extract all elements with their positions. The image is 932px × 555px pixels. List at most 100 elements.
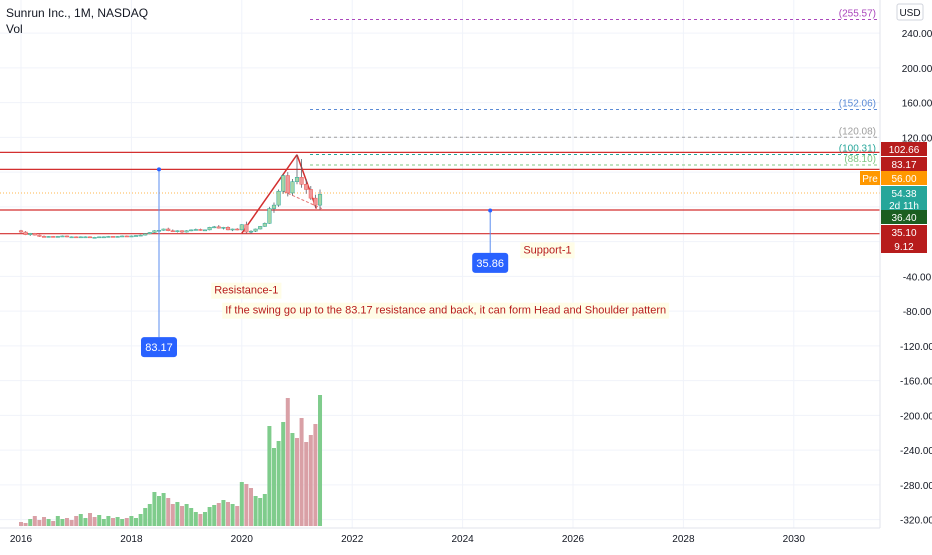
volume-bar: [23, 523, 28, 526]
x-tick-label: 2030: [783, 534, 806, 545]
candle-body: [23, 231, 28, 235]
candle-body: [152, 230, 157, 233]
candle-body: [313, 197, 318, 206]
x-tick-label: 2016: [10, 534, 33, 545]
price-label-box: [881, 239, 927, 253]
note-text: If the swing go up to the 83.17 resistan…: [225, 305, 666, 317]
y-tick-label: -80.00: [903, 307, 932, 318]
volume-bar: [32, 516, 37, 526]
volume-bar: [28, 519, 33, 526]
volume-bar: [37, 520, 42, 526]
candle-body: [317, 194, 323, 206]
candle-body: [216, 226, 221, 229]
fib-level-label: (255.57): [839, 9, 876, 20]
volume-bar: [221, 500, 226, 526]
volume-bar: [42, 517, 47, 526]
trend-line[interactable]: [241, 154, 298, 234]
candle-body: [46, 236, 51, 238]
y-tick-label: -280.00: [900, 481, 932, 492]
volume-bar: [129, 516, 134, 526]
fib-level-label: (88.10): [844, 154, 876, 165]
candle-body: [230, 228, 235, 231]
note-background: [211, 282, 282, 299]
volume-bar: [106, 516, 111, 526]
currency-label: USD: [899, 8, 920, 19]
volume-bar: [207, 507, 212, 526]
candle-body: [281, 175, 286, 192]
currency-badge[interactable]: [896, 3, 924, 21]
volume-bar: [92, 517, 97, 526]
callout-box[interactable]: [472, 252, 509, 273]
candle-body: [189, 229, 194, 232]
volume-bar: [212, 505, 217, 526]
volume-bar: [55, 516, 60, 526]
candle-body: [244, 224, 249, 233]
volume-bar: [226, 502, 230, 526]
volume-bar: [78, 514, 83, 526]
candle-body: [285, 175, 290, 194]
volume-bar: [157, 496, 161, 526]
candle-body: [101, 236, 106, 239]
note-text: Support-1: [523, 244, 571, 256]
volume-bar: [258, 498, 263, 526]
volume-bar: [166, 498, 171, 526]
volume-bar: [184, 504, 189, 526]
callout-label: 83.17: [145, 342, 173, 354]
volume-bar: [295, 438, 299, 526]
volume-bar: [299, 418, 304, 526]
candle-body: [308, 189, 313, 199]
candle-body: [143, 233, 148, 236]
price-label-text: 54.38: [891, 189, 916, 200]
volume-bar: [120, 519, 125, 526]
volume-bar: [244, 484, 249, 526]
candle-body: [198, 229, 203, 231]
y-tick-label: 200.00: [902, 64, 932, 75]
trend-line[interactable]: [296, 154, 318, 209]
note-background: [520, 242, 575, 259]
volume-bar: [97, 515, 102, 526]
candle-body: [267, 208, 272, 224]
candle-body: [32, 233, 37, 236]
candle-body: [166, 228, 171, 231]
price-label-text: 56.00: [891, 174, 916, 185]
volume-bar: [180, 506, 185, 526]
pre-badge-label: Pre: [862, 174, 878, 185]
callout-box[interactable]: [141, 337, 177, 358]
symbol-title: Sunrun Inc., 1M, NASDAQ: [6, 6, 149, 20]
candle-body: [64, 235, 70, 238]
price-label-sub: 2d 11h: [889, 201, 919, 212]
candle-body: [258, 226, 263, 230]
candle-body: [175, 230, 180, 232]
volume-bar: [60, 519, 65, 526]
candle-body: [74, 236, 79, 239]
volume-bar: [262, 494, 267, 526]
candle-body: [55, 236, 60, 238]
candle-body: [129, 235, 134, 238]
volume-bar: [170, 504, 175, 526]
volume-bar: [175, 502, 180, 526]
callout-anchor[interactable]: [157, 167, 161, 172]
volume-bar: [83, 518, 88, 526]
volume-bar: [101, 519, 106, 526]
candle-body: [37, 234, 42, 237]
volume-bar: [133, 518, 138, 526]
fib-level-label: (120.08): [839, 126, 876, 137]
callout-anchor[interactable]: [488, 208, 493, 213]
candle-body: [253, 228, 258, 232]
volume-bar: [239, 482, 244, 526]
volume-bar: [313, 424, 318, 526]
candle-body: [92, 237, 97, 239]
volume-bar: [46, 519, 51, 526]
volume-bar: [111, 518, 116, 526]
fib-level-label: (100.31): [839, 143, 876, 154]
volume-bar: [19, 522, 23, 526]
candle-body: [290, 181, 295, 194]
volume-bar: [193, 512, 198, 526]
candle-body: [110, 236, 116, 238]
y-tick-label: 160.00: [902, 99, 932, 110]
y-tick-label: -320.00: [900, 516, 932, 527]
volume-bar: [88, 513, 92, 526]
candle-body: [106, 236, 111, 238]
candle-body: [124, 235, 129, 238]
